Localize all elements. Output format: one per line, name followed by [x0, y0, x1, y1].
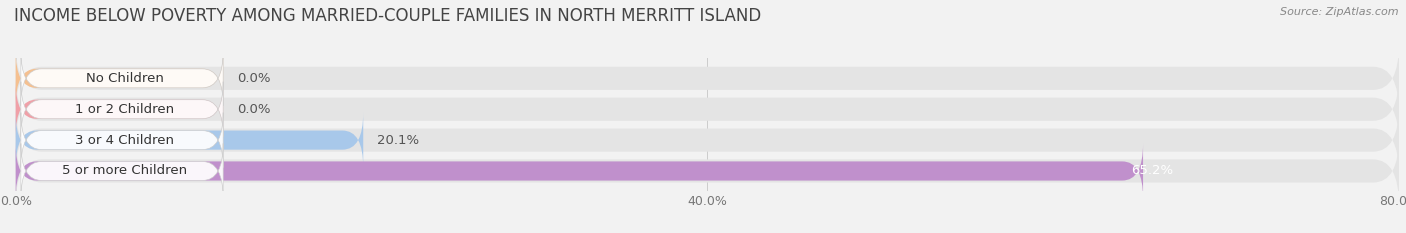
- FancyBboxPatch shape: [21, 144, 224, 199]
- FancyBboxPatch shape: [15, 136, 1399, 206]
- FancyBboxPatch shape: [15, 51, 224, 106]
- Text: 1 or 2 Children: 1 or 2 Children: [75, 103, 174, 116]
- FancyBboxPatch shape: [15, 75, 1399, 144]
- Text: 0.0%: 0.0%: [238, 103, 270, 116]
- Text: INCOME BELOW POVERTY AMONG MARRIED-COUPLE FAMILIES IN NORTH MERRITT ISLAND: INCOME BELOW POVERTY AMONG MARRIED-COUPL…: [14, 7, 761, 25]
- FancyBboxPatch shape: [15, 144, 1143, 199]
- FancyBboxPatch shape: [21, 113, 224, 168]
- Text: 0.0%: 0.0%: [238, 72, 270, 85]
- FancyBboxPatch shape: [21, 82, 224, 137]
- Text: Source: ZipAtlas.com: Source: ZipAtlas.com: [1281, 7, 1399, 17]
- FancyBboxPatch shape: [15, 82, 224, 137]
- FancyBboxPatch shape: [15, 113, 363, 168]
- Text: 65.2%: 65.2%: [1130, 164, 1173, 178]
- Text: 20.1%: 20.1%: [377, 134, 419, 147]
- Text: No Children: No Children: [86, 72, 163, 85]
- FancyBboxPatch shape: [15, 44, 1399, 113]
- Text: 3 or 4 Children: 3 or 4 Children: [75, 134, 174, 147]
- FancyBboxPatch shape: [21, 51, 224, 106]
- FancyBboxPatch shape: [15, 105, 1399, 175]
- Text: 5 or more Children: 5 or more Children: [62, 164, 187, 178]
